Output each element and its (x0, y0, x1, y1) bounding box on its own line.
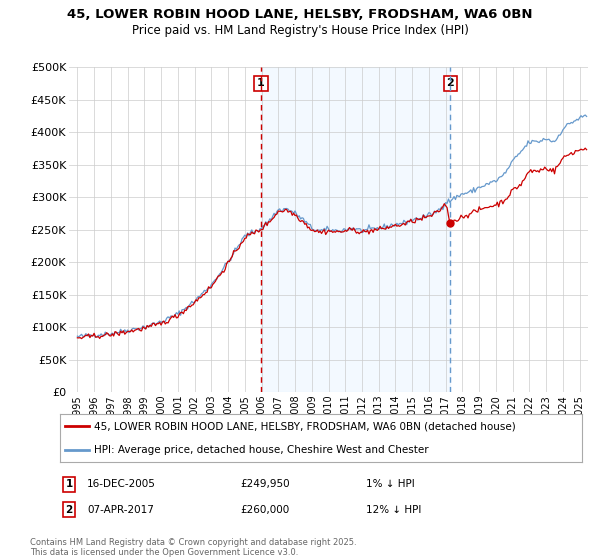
Text: HPI: Average price, detached house, Cheshire West and Chester: HPI: Average price, detached house, Ches… (94, 445, 428, 455)
Text: 45, LOWER ROBIN HOOD LANE, HELSBY, FRODSHAM, WA6 0BN (detached house): 45, LOWER ROBIN HOOD LANE, HELSBY, FRODS… (94, 421, 515, 431)
Text: 16-DEC-2005: 16-DEC-2005 (87, 479, 156, 489)
Text: 45, LOWER ROBIN HOOD LANE, HELSBY, FRODSHAM, WA6 0BN: 45, LOWER ROBIN HOOD LANE, HELSBY, FRODS… (67, 8, 533, 21)
Text: £260,000: £260,000 (240, 505, 289, 515)
Text: Contains HM Land Registry data © Crown copyright and database right 2025.
This d: Contains HM Land Registry data © Crown c… (30, 538, 356, 557)
Text: 1% ↓ HPI: 1% ↓ HPI (366, 479, 415, 489)
Text: 12% ↓ HPI: 12% ↓ HPI (366, 505, 421, 515)
Text: 1: 1 (65, 479, 73, 489)
Text: £249,950: £249,950 (240, 479, 290, 489)
Text: 2: 2 (446, 78, 454, 88)
Text: Price paid vs. HM Land Registry's House Price Index (HPI): Price paid vs. HM Land Registry's House … (131, 24, 469, 36)
Bar (261, 67, 450, 392)
Text: 1: 1 (257, 78, 265, 88)
Text: 07-APR-2017: 07-APR-2017 (87, 505, 154, 515)
Text: 2: 2 (65, 505, 73, 515)
